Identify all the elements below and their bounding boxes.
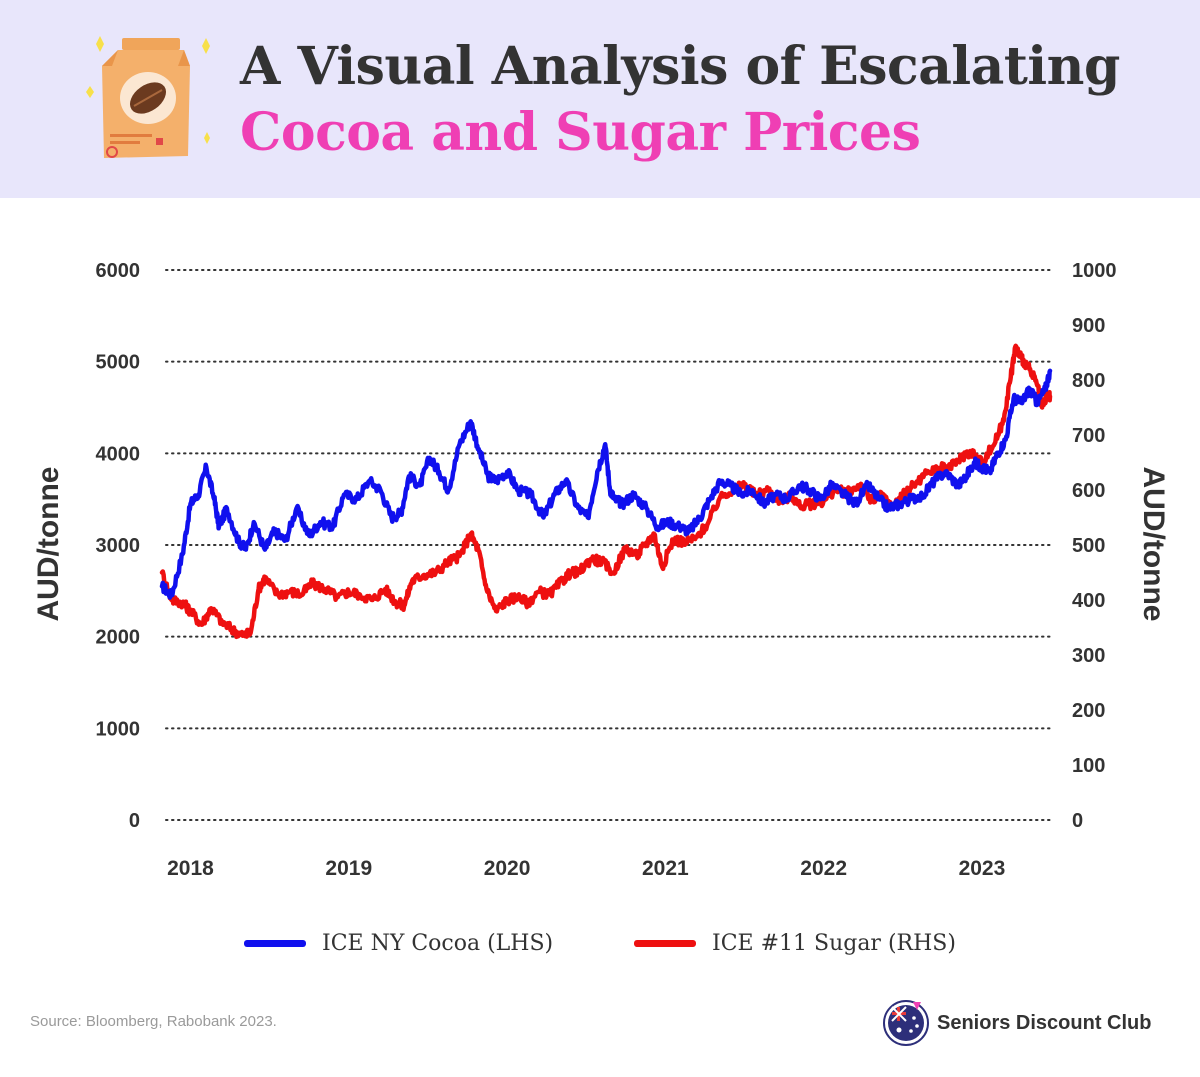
series-line-cocoa — [159, 368, 1053, 600]
legend-label-cocoa: ICE NY Cocoa (LHS) — [322, 930, 554, 956]
legend-label-sugar: ICE #11 Sugar (RHS) — [712, 930, 956, 956]
right-tick-label: 800 — [1072, 370, 1105, 392]
right-axis-ticks: 0 100 200 300 400 500 600 700 800 900 1000 — [1072, 260, 1117, 832]
x-tick-label: 2019 — [325, 857, 372, 880]
right-tick-label: 300 — [1072, 645, 1105, 667]
x-tick-label: 2020 — [484, 857, 531, 880]
cocoa-bag-icon — [78, 34, 218, 168]
right-axis-label: AUD/tonne — [1137, 467, 1170, 622]
right-tick-label: 100 — [1072, 755, 1105, 777]
left-tick-label: 0 — [129, 810, 140, 832]
legend-swatch-sugar — [634, 939, 696, 947]
right-tick-label: 500 — [1072, 535, 1105, 557]
price-chart: 0 1000 2000 3000 4000 5000 6000 0 100 200 300 400 5… — [32, 260, 1170, 880]
left-axis-label: AUD/tonne — [32, 467, 65, 622]
title-line-2: Cocoa and Sugar Prices — [240, 102, 921, 163]
header-banner: A Visual Analysis of Escalating Cocoa an… — [0, 0, 1200, 198]
right-tick-label: 400 — [1072, 590, 1105, 612]
right-tick-label: 900 — [1072, 315, 1105, 337]
left-tick-label: 6000 — [96, 260, 141, 282]
right-tick-label: 1000 — [1072, 260, 1117, 282]
australia-flag-badge-icon — [883, 1000, 929, 1046]
x-tick-label: 2021 — [642, 857, 689, 880]
brand: Seniors Discount Club — [883, 1000, 1151, 1046]
grid-lines — [165, 269, 1051, 821]
left-tick-label: 3000 — [96, 535, 141, 557]
right-tick-label: 200 — [1072, 700, 1105, 722]
legend-item-sugar: ICE #11 Sugar (RHS) — [634, 925, 956, 961]
series-line-sugar — [159, 343, 1053, 640]
x-tick-label: 2023 — [959, 857, 1006, 880]
x-axis-ticks: 2018 2019 2020 2021 2022 2023 — [167, 857, 1005, 880]
title-line-1: A Visual Analysis of Escalating — [240, 36, 1120, 97]
left-axis-ticks: 0 1000 2000 3000 4000 5000 6000 — [96, 260, 141, 832]
left-tick-label: 4000 — [96, 443, 141, 465]
source-note: Source: Bloomberg, Rabobank 2023. — [30, 1013, 277, 1030]
right-tick-label: 700 — [1072, 425, 1105, 447]
right-tick-label: 0 — [1072, 810, 1083, 832]
right-tick-label: 600 — [1072, 480, 1105, 502]
left-tick-label: 2000 — [96, 627, 141, 649]
series-layer — [159, 343, 1053, 640]
legend-swatch-cocoa — [244, 939, 306, 947]
legend-item-cocoa: ICE NY Cocoa (LHS) — [244, 925, 553, 961]
brand-name: Seniors Discount Club — [937, 1011, 1152, 1034]
x-tick-label: 2022 — [800, 857, 847, 880]
left-tick-label: 1000 — [96, 718, 141, 740]
left-tick-label: 5000 — [96, 352, 141, 374]
x-tick-label: 2018 — [167, 857, 214, 880]
